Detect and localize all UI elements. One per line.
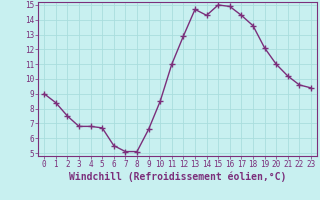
X-axis label: Windchill (Refroidissement éolien,°C): Windchill (Refroidissement éolien,°C) xyxy=(69,172,286,182)
